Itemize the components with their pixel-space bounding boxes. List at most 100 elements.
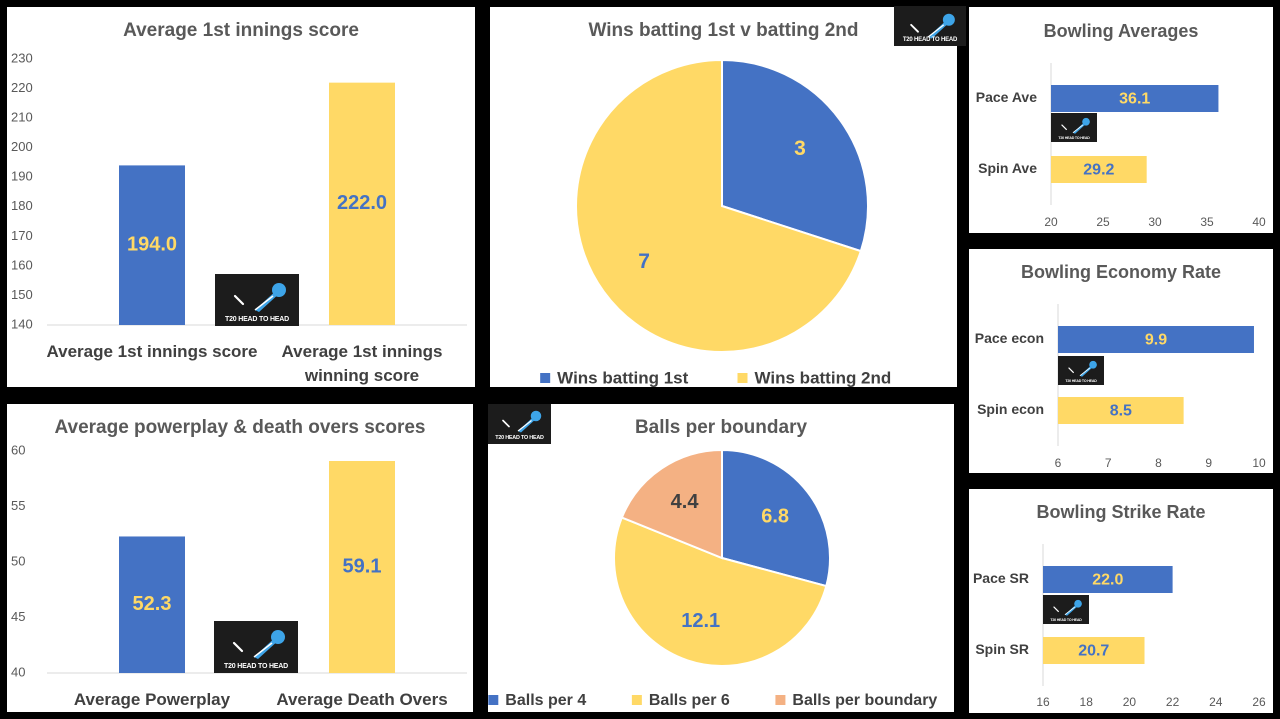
legend-label: Balls per boundary (792, 692, 937, 709)
y-tick-label: 60 (11, 442, 25, 457)
panel-balls-boundary: Balls per boundary 6.8 12.1 4.4 Balls per 4 B… (488, 404, 954, 712)
category-label-line: Average Death Overs (276, 690, 447, 709)
cricket-ball-bat-icon (502, 410, 542, 433)
x-tick-label: 35 (1200, 215, 1214, 229)
chart-title: Bowling Economy Rate (1021, 262, 1221, 282)
ball-trail-line (517, 420, 532, 432)
pie-slice (721, 58, 869, 253)
logo-badge: T20 HEAD TO HEAD (215, 274, 299, 326)
data-label: 4.4 (671, 491, 700, 513)
x-tick-label: 30 (1148, 215, 1162, 229)
chart-title: Average 1st innings score (123, 20, 359, 41)
panel-first-innings: Average 1st innings score 140 150 160 170 180… (7, 7, 475, 387)
bar (1051, 85, 1219, 112)
logo-text: T20 HEAD TO HEAD (902, 37, 958, 43)
legend-label: Balls per 6 (649, 692, 730, 709)
category-label: Pace econ (975, 330, 1044, 346)
data-label: 29.2 (1083, 162, 1114, 179)
panel-bowling-econ: Bowling Economy Rate 6 7 8 9 10 9.9 Pace econ 8.… (969, 249, 1273, 473)
chart-title: Wins batting 1st v batting 2nd (588, 20, 858, 41)
pie-slice (575, 58, 863, 353)
legend-swatch (488, 695, 499, 705)
category-label: Spin econ (977, 401, 1044, 417)
y-tick-label: 170 (11, 228, 33, 243)
y-tick-label: 220 (11, 80, 33, 95)
chart-bowling-econ: Bowling Economy Rate 6 7 8 9 10 9.9 Pace econ 8.… (975, 262, 1266, 470)
bar (119, 165, 185, 325)
y-tick-label: 190 (11, 169, 33, 184)
chart-title: Bowling Strike Rate (1036, 502, 1205, 522)
y-tick-label: 55 (11, 498, 25, 513)
logo-badge: T20 HEAD TO HEAD (1043, 595, 1089, 624)
x-tick-label: 22 (1166, 695, 1180, 709)
y-tick-label: 140 (11, 316, 33, 331)
x-tick-label: 7 (1105, 456, 1112, 470)
category-label: Average 1st innings winning score (282, 342, 443, 385)
bar (329, 82, 395, 326)
chart-powerplay-death: Average powerplay & death overs scores 40… (11, 417, 467, 709)
bar (1058, 397, 1184, 424)
ball (271, 630, 285, 644)
x-tick-label: 40 (1252, 215, 1266, 229)
ball-trail-line (1072, 124, 1084, 134)
x-tick-label: 25 (1096, 215, 1110, 229)
data-label: 59.1 (343, 555, 382, 577)
pie-slice (620, 448, 723, 560)
legend-label: Wins batting 2nd (755, 368, 892, 387)
ball (530, 410, 542, 422)
chart-title: Bowling Averages (1044, 21, 1199, 41)
chart-balls-boundary: Balls per boundary 6.8 12.1 4.4 Balls per 4 B… (488, 417, 937, 709)
legend-label: Balls per 4 (505, 692, 586, 709)
bar (1058, 326, 1254, 353)
bat-handle (232, 641, 244, 653)
category-label: Average Death Overs (276, 690, 447, 709)
y-tick-label: 45 (11, 609, 25, 624)
x-tick-label: 16 (1036, 695, 1050, 709)
y-tick-label: 200 (11, 139, 33, 154)
category-label-line: Average 1st innings (282, 342, 443, 361)
category-label-line: Average Powerplay (74, 690, 231, 709)
bar (1043, 566, 1173, 593)
cricket-ball-bat-icon (233, 283, 286, 312)
cricket-ball-bat-icon (1068, 360, 1097, 377)
x-tick-label: 20 (1123, 695, 1137, 709)
data-label: 8.5 (1110, 403, 1132, 420)
category-label: Spin SR (975, 641, 1029, 657)
x-tick-label: 24 (1209, 695, 1223, 709)
x-tick-label: 10 (1252, 456, 1266, 470)
data-label: 194.0 (127, 233, 177, 255)
chart-title: Balls per boundary (635, 417, 808, 438)
logo-badge: T20 HEAD TO HEAD (894, 6, 966, 46)
cricket-ball-bat-icon (910, 13, 955, 39)
logo-badge: T20 HEAD TO HEAD (1051, 113, 1097, 142)
x-tick-label: 20 (1044, 215, 1058, 229)
data-label: 12.1 (681, 610, 720, 632)
category-label: Average Powerplay (74, 690, 231, 709)
legend-swatch (540, 373, 551, 383)
logo-text: T20 HEAD TO HEAD (225, 316, 289, 323)
category-label: Pace Ave (976, 89, 1037, 105)
chart-title: Average powerplay & death overs scores (54, 417, 425, 438)
cricket-ball-bat-icon (1061, 117, 1090, 134)
category-label: Average 1st innings score (46, 342, 257, 361)
ball-trail-line (1064, 606, 1076, 616)
cricket-ball-bat-icon (1053, 599, 1082, 616)
logo-text: T20 HEAD TO HEAD (1065, 379, 1097, 383)
bat-handle (1053, 606, 1059, 613)
panel-bowling-ave: Bowling Averages 20 25 30 35 40 36.1 Pace Ave 29… (969, 7, 1273, 233)
data-label: 9.9 (1145, 332, 1167, 349)
ball (942, 13, 955, 26)
logo-text: T20 HEAD TO HEAD (1050, 618, 1082, 622)
data-label: 3 (794, 137, 806, 160)
ball (1074, 599, 1082, 608)
y-tick-label: 40 (11, 664, 25, 679)
ball-trail-line (253, 642, 273, 658)
data-label: 6.8 (761, 506, 789, 528)
ball-trail-line (254, 295, 274, 311)
category-label-line: Average 1st innings score (46, 342, 257, 361)
bat-handle (910, 23, 919, 33)
category-label: Spin Ave (978, 160, 1037, 176)
x-tick-label: 18 (1080, 695, 1094, 709)
chart-wins-pie: Wins batting 1st v batting 2nd 3 7 Wins bat… (540, 20, 892, 387)
legend-swatch (775, 695, 786, 705)
